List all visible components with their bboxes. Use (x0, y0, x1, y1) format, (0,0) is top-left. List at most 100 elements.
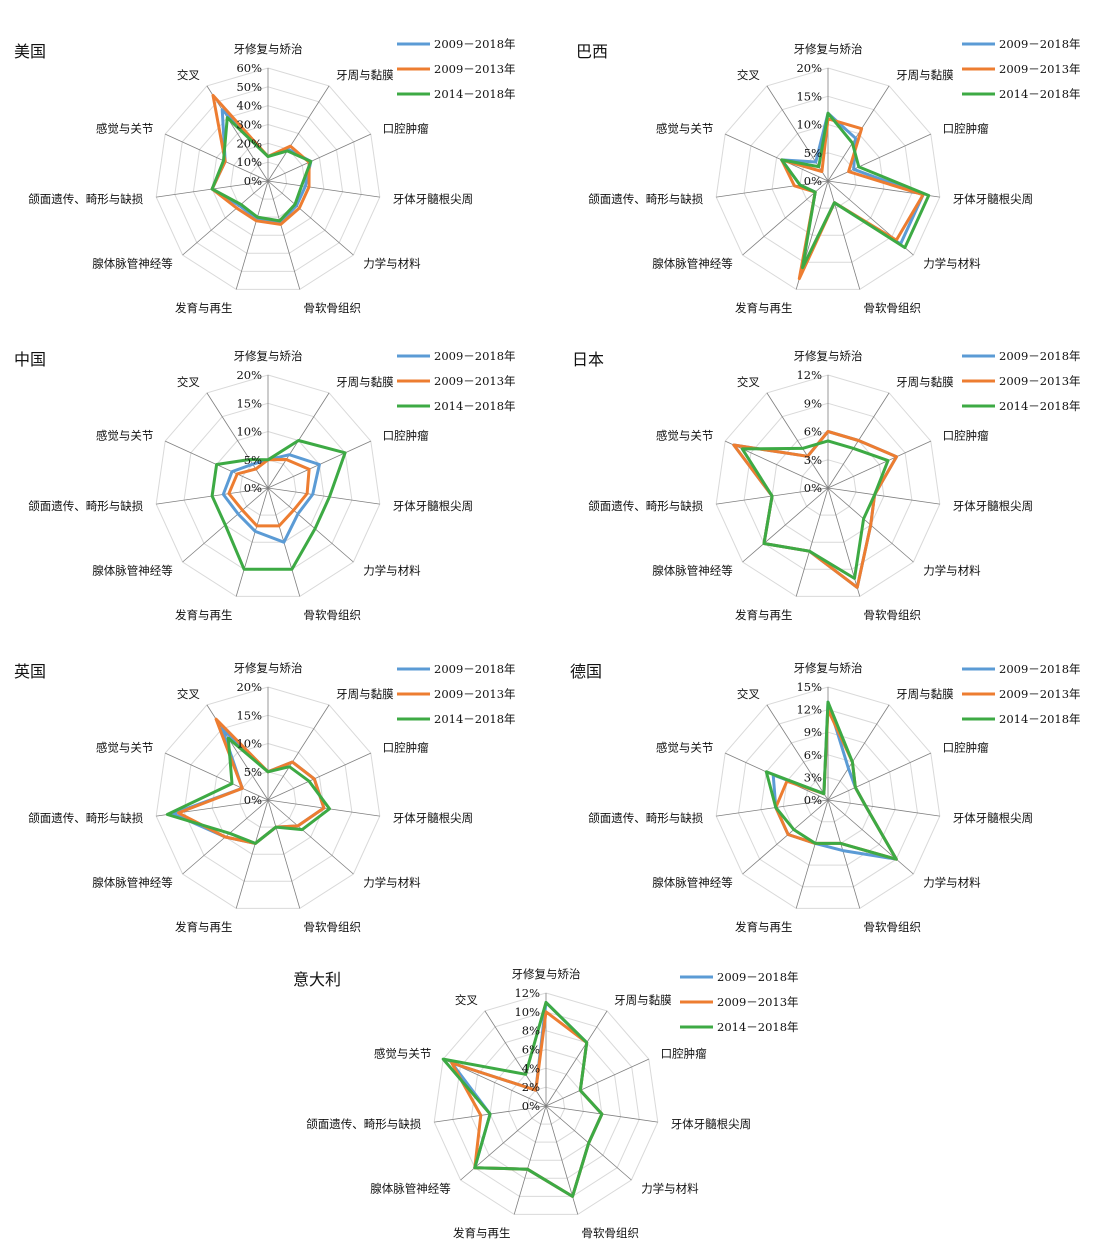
axis-label: 骨软骨组织 (864, 301, 922, 315)
tick-label: 10% (236, 155, 262, 169)
tick-label: 12% (514, 986, 540, 1000)
grid-ring (799, 459, 857, 516)
axis-label: 感觉与关节 (656, 122, 714, 136)
axis-label: 发育与再生 (175, 920, 233, 934)
grid-ring (174, 86, 362, 272)
axis-spoke (827, 752, 931, 801)
grid-ring (433, 992, 659, 1215)
legend-label-3: 2014－2018年 (717, 1020, 799, 1034)
axis-label: 牙周与黏膜 (336, 687, 394, 701)
country-title: 德国 (570, 662, 602, 681)
legend-label-1: 2009－2018年 (434, 349, 516, 363)
axis-label: 牙体牙髓根尖周 (953, 192, 1033, 206)
axis-label: 牙修复与矫治 (234, 661, 303, 675)
axis-label: 力学与材料 (923, 564, 981, 578)
tick-label: 0% (522, 1099, 540, 1113)
series-line-3 (210, 439, 347, 571)
axis-label: 发育与再生 (175, 301, 233, 315)
axis-spoke (766, 704, 829, 801)
axis-label: 骨软骨组织 (864, 608, 922, 622)
axis-label: 牙周与黏膜 (336, 68, 394, 82)
tick-label: 0% (804, 174, 822, 188)
legend-label-2: 2009－2013年 (999, 374, 1081, 388)
grid-ring (155, 686, 381, 909)
series-line-3 (740, 439, 890, 580)
axis-spoke (267, 180, 301, 290)
axis-label: 颌面遗传、畸形与缺损 (588, 811, 703, 825)
axis-label: 力学与材料 (923, 257, 981, 271)
axis-label: 口腔肿瘤 (943, 429, 989, 443)
axis-label: 腺体脉管神经等 (370, 1182, 451, 1196)
series-line-3 (210, 116, 313, 223)
axis-label: 腺体脉管神经等 (652, 564, 733, 578)
grid-ring (183, 714, 353, 882)
series-line-3 (780, 111, 931, 270)
axis-label: 交叉 (737, 68, 760, 82)
axis-spoke (827, 799, 914, 875)
axis-label: 感觉与关节 (96, 122, 154, 136)
legend-label-3: 2014－2018年 (999, 87, 1081, 101)
axis-label: 牙周与黏膜 (614, 993, 672, 1007)
axis-label: 发育与再生 (735, 608, 793, 622)
axis-spoke (235, 799, 269, 909)
tick-label: 6% (522, 1043, 540, 1057)
axis-label: 颌面遗传、畸形与缺损 (28, 499, 143, 513)
grid-ring (771, 430, 885, 543)
radar-panel-1: 美国 0% 10% 20% 30% 40% 50% 60% 牙修复与矫治牙周与黏膜口腔肿瘤牙体牙… (14, 37, 516, 315)
axis-spoke (513, 1105, 547, 1215)
axis-label: 发育与再生 (735, 920, 793, 934)
tick-label: 10% (796, 118, 822, 132)
legend-label-1: 2009－2018年 (434, 662, 516, 676)
grid-ring (715, 686, 941, 909)
axis-label: 感觉与关节 (374, 1047, 432, 1061)
tick-label: 40% (236, 99, 262, 113)
grid-ring (508, 1067, 584, 1143)
tick-label: 15% (236, 708, 262, 722)
tick-label: 3% (804, 770, 822, 784)
grid-ring (743, 95, 913, 263)
axis-label: 腺体脉管神经等 (92, 257, 173, 271)
axis-label: 牙周与黏膜 (336, 375, 394, 389)
axis-spoke (545, 1010, 608, 1107)
series-line-3 (441, 1000, 604, 1198)
axis-spoke (827, 133, 931, 182)
tick-label: 0% (804, 481, 822, 495)
axis-label: 牙周与黏膜 (896, 687, 954, 701)
axis-spoke (827, 799, 940, 817)
grid-ring (771, 123, 885, 236)
tick-label: 4% (522, 1061, 540, 1075)
axis-label: 交叉 (177, 68, 200, 82)
axis-spoke (182, 180, 269, 256)
grid-ring (737, 709, 919, 888)
axis-spoke (742, 799, 829, 875)
axis-label: 牙周与黏膜 (896, 375, 954, 389)
axis-label: 感觉与关节 (656, 741, 714, 755)
tick-label: 9% (804, 725, 822, 739)
axis-spoke (267, 752, 371, 801)
axis-label: 力学与材料 (923, 876, 981, 890)
legend-label-3: 2014－2018年 (434, 399, 516, 413)
axis-label: 骨软骨组织 (582, 1226, 640, 1240)
axis-label: 颌面遗传、畸形与缺损 (306, 1117, 421, 1131)
series-line-1 (221, 453, 321, 544)
axis-spoke (545, 1058, 649, 1107)
axis-spoke (827, 180, 861, 290)
tick-label: 5% (244, 765, 262, 779)
axis-spoke (235, 487, 269, 597)
axis-spoke (795, 487, 829, 597)
axis-label: 力学与材料 (363, 257, 421, 271)
axis-label: 颌面遗传、畸形与缺损 (28, 192, 143, 206)
axis-label: 颌面遗传、畸形与缺损 (588, 499, 703, 513)
axis-label: 交叉 (455, 993, 478, 1007)
axis-spoke (235, 180, 269, 290)
country-title: 日本 (572, 350, 604, 369)
axis-label: 腺体脉管神经等 (92, 564, 173, 578)
tick-label: 2% (522, 1080, 540, 1094)
tick-label: 20% (796, 61, 822, 75)
axis-spoke (165, 752, 269, 801)
radar-panel-6: 德国 0% 3% 6% 9% 12% 15% 牙修复与矫治牙周与黏膜口腔肿瘤牙体牙髓根尖周力学… (570, 661, 1081, 934)
axis-label: 牙体牙髓根尖周 (953, 811, 1033, 825)
radar-panel-2: 巴西 0% 5% 10% 15% 20% 牙修复与矫治牙周与黏膜口腔肿瘤牙体牙髓根尖周力学与… (576, 37, 1081, 315)
axis-label: 骨软骨组织 (864, 920, 922, 934)
